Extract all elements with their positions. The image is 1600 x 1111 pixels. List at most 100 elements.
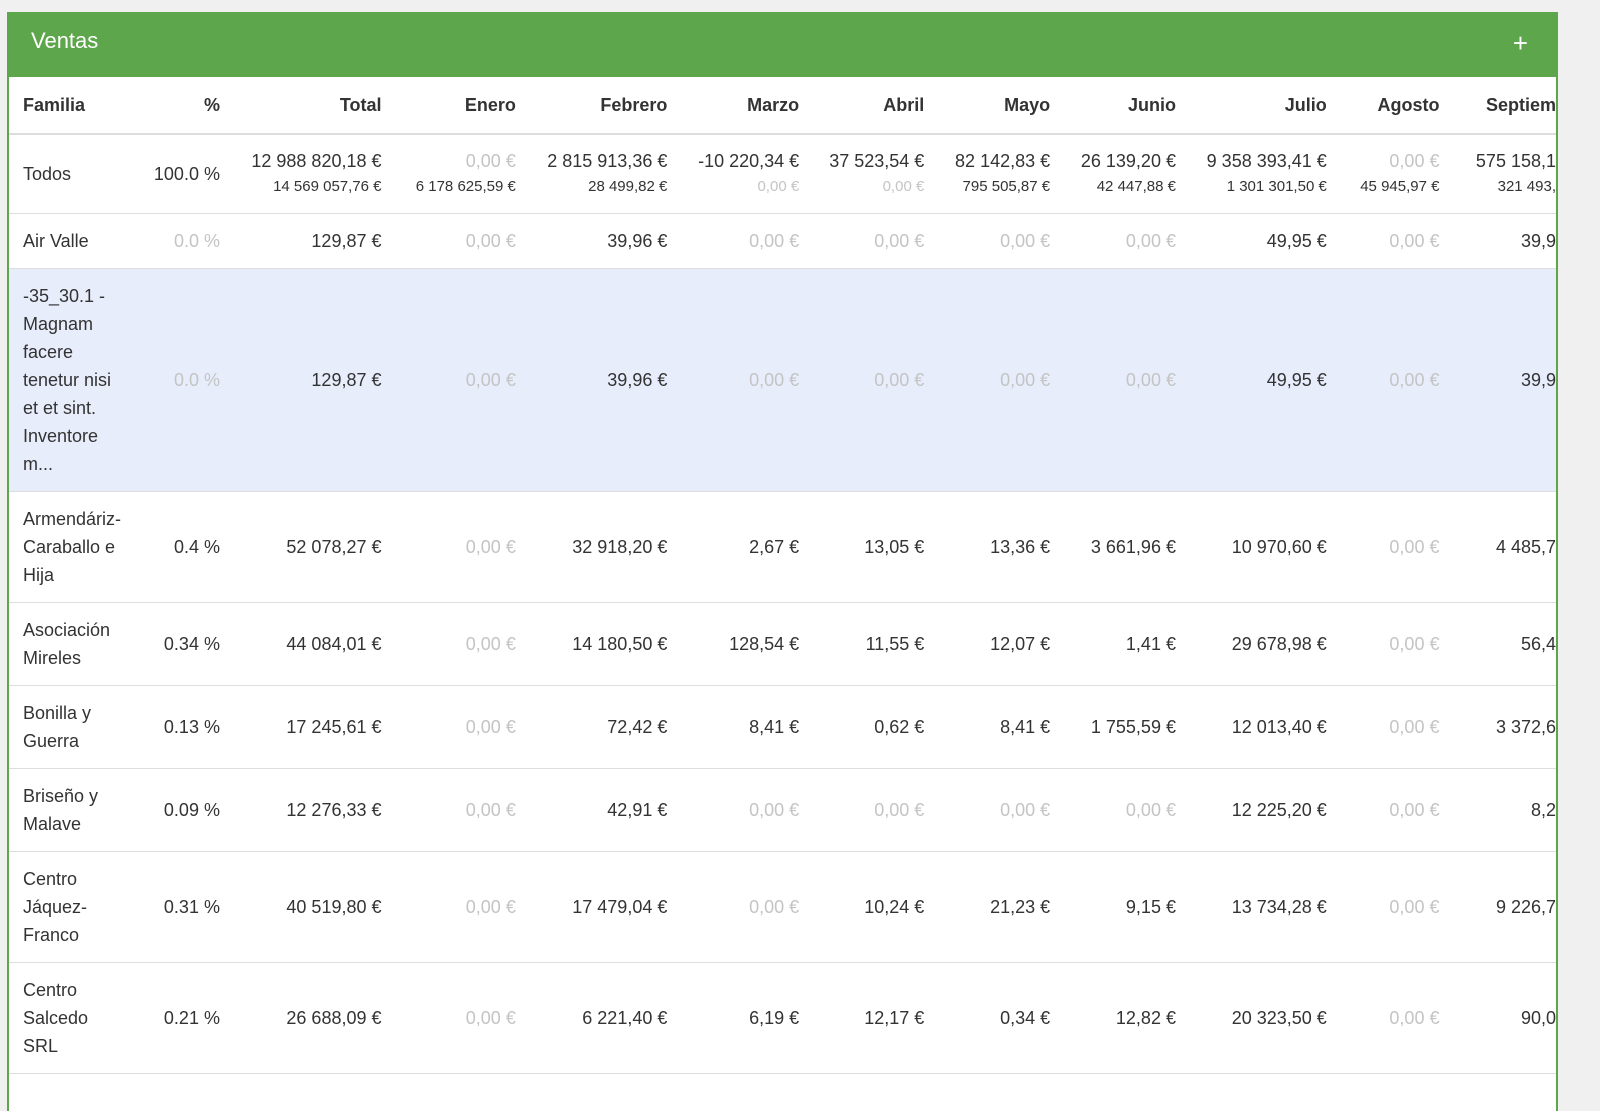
cell: 8,41 € xyxy=(681,685,814,769)
cell: 0,00 € xyxy=(681,851,814,963)
cell: 0.0 % xyxy=(139,268,234,492)
cell: 0,00 € xyxy=(1340,851,1454,963)
cell: 11,55 € xyxy=(813,602,939,686)
cell: 0,00 € xyxy=(813,213,939,269)
cell: 0.21 % xyxy=(139,962,234,1074)
cell: 0,00 € xyxy=(1340,962,1454,1074)
sales-panel: Ventas + Familia% Total Enero Febrero Marzo A… xyxy=(7,12,1558,1111)
cell: 20 323,50 € xyxy=(1189,962,1341,1074)
cell: 575 158,1 321 493, xyxy=(1453,134,1556,214)
cell-previous-value: 45 945,97 € xyxy=(1360,178,1440,195)
cell: 82 142,83 € 795 505,87 € xyxy=(938,134,1065,214)
cell: 12 013,40 € xyxy=(1189,685,1341,769)
cell-previous-value: 14 569 057,76 € xyxy=(273,178,382,195)
cell: 0,00 € xyxy=(1340,213,1454,269)
column-header: Agosto xyxy=(1340,77,1454,135)
cell: 17 479,04 € xyxy=(529,851,682,963)
family-name: -35_30.1 - Magnam facere tenetur nisi et… xyxy=(9,268,140,492)
table-row: Centro Jáquez-Franco 0.31 % 40 519,80 €0,0… xyxy=(9,851,1556,963)
cell: 39,9 xyxy=(1453,213,1556,269)
cell: 0,00 € xyxy=(1064,268,1190,492)
cell: 0,34 € xyxy=(938,962,1065,1074)
cell-value: 37 523,54 € xyxy=(829,151,925,171)
cell-value: 2 815 913,36 € xyxy=(547,151,668,171)
cell: 26 139,20 € 42 447,88 € xyxy=(1064,134,1190,214)
cell: 129,87 € xyxy=(233,213,396,269)
cell: 10 970,60 € xyxy=(1189,491,1341,603)
cell: 0.0 % xyxy=(139,213,234,269)
table-row: Air Valle 0.0 % 129,87 €0,00 €39,96 €0,00 … xyxy=(9,213,1556,269)
cell-previous-value: 321 493, xyxy=(1497,178,1556,195)
cell: 0,00 € xyxy=(938,268,1065,492)
table-row: -35_30.1 - Magnam facere tenetur nisi et… xyxy=(9,268,1556,492)
cell-value: 12 988 820,18 € xyxy=(251,151,382,171)
cell: 0,00 € xyxy=(1064,213,1190,269)
cell: 100.0 % xyxy=(139,134,234,214)
cell-value: 0,00 € xyxy=(465,151,516,171)
cell: 21,23 € xyxy=(938,851,1065,963)
cell: 12,07 € xyxy=(938,602,1065,686)
cell: 72,42 € xyxy=(529,685,682,769)
cell-previous-value: 42 447,88 € xyxy=(1096,178,1176,195)
cell: 0,00 € xyxy=(813,268,939,492)
family-name: Todos xyxy=(9,134,140,214)
cell: 13,05 € xyxy=(813,491,939,603)
family-name: Armendáriz-Caraballo e Hija xyxy=(9,491,140,603)
cell: 0,00 € xyxy=(681,268,814,492)
cell: 0,00 € xyxy=(1064,768,1190,852)
cell: 3 372,6 xyxy=(1453,685,1556,769)
cell: 13,36 € xyxy=(938,491,1065,603)
column-header: Mayo xyxy=(938,77,1065,135)
expand-button[interactable]: + xyxy=(1512,28,1528,58)
table-row: Asociación Mireles 0.34 % 44 084,01 €0,00 … xyxy=(9,602,1556,686)
cell: 8,2 xyxy=(1453,768,1556,852)
cell-previous-value: 795 505,87 € xyxy=(962,178,1051,195)
column-header: Junio xyxy=(1064,77,1190,135)
cell: 1 755,59 € xyxy=(1064,685,1190,769)
cell: 56,4 xyxy=(1453,602,1556,686)
table-row: Armendáriz-Caraballo e Hija 0.4 % 52 078,2… xyxy=(9,491,1556,603)
cell: 0,00 € xyxy=(395,962,530,1074)
cell: 12 225,20 € xyxy=(1189,768,1341,852)
cell: 40 519,80 € xyxy=(233,851,396,963)
cell: 13 734,28 € xyxy=(1189,851,1341,963)
cell: 1,41 € xyxy=(1064,602,1190,686)
cell: 32 918,20 € xyxy=(529,491,682,603)
cell: 14 180,50 € xyxy=(529,602,682,686)
cell: 0,00 € xyxy=(681,213,814,269)
table-row: Bonilla y Guerra 0.13 % 17 245,61 €0,00 €7… xyxy=(9,685,1556,769)
cell: 0.13 % xyxy=(139,685,234,769)
cell: 8,41 € xyxy=(938,685,1065,769)
cell: 6 221,40 € xyxy=(529,962,682,1074)
cell: 12,17 € xyxy=(813,962,939,1074)
column-header: Enero xyxy=(395,77,530,135)
cell: 128,54 € xyxy=(681,602,814,686)
cell: 42,91 € xyxy=(529,768,682,852)
cell: 0,00 € xyxy=(395,213,530,269)
cell: 2 815 913,36 € 28 499,82 € xyxy=(529,134,682,214)
cell: 0,00 € xyxy=(395,268,530,492)
cell: 39,96 € xyxy=(529,213,682,269)
cell: 29 678,98 € xyxy=(1189,602,1341,686)
column-header: Total xyxy=(233,77,396,135)
cell: 37 523,54 € 0,00 € xyxy=(813,134,939,214)
column-header: Julio xyxy=(1189,77,1341,135)
cell-previous-value: 0,00 € xyxy=(882,178,925,195)
cell-value: 82 142,83 € xyxy=(955,151,1051,171)
cell: 9 226,7 xyxy=(1453,851,1556,963)
cell-value: -10 220,34 € xyxy=(698,151,800,171)
cell: 0,00 € xyxy=(938,768,1065,852)
cell: 4 485,7 xyxy=(1453,491,1556,603)
table-row: Todos 100.0 % 12 988 820,18 € 14 569 057,76… xyxy=(9,134,1556,214)
cell: 2,67 € xyxy=(681,491,814,603)
cell: 10,24 € xyxy=(813,851,939,963)
cell: 90,0 xyxy=(1453,962,1556,1074)
cell: 9,15 € xyxy=(1064,851,1190,963)
cell-previous-value: 1 301 301,50 € xyxy=(1226,178,1327,195)
column-header: Abril xyxy=(813,77,939,135)
family-name: Bonilla y Guerra xyxy=(9,685,140,769)
cell: 17 245,61 € xyxy=(233,685,396,769)
panel-header: Ventas + xyxy=(9,12,1556,77)
cell: 12 276,33 € xyxy=(233,768,396,852)
